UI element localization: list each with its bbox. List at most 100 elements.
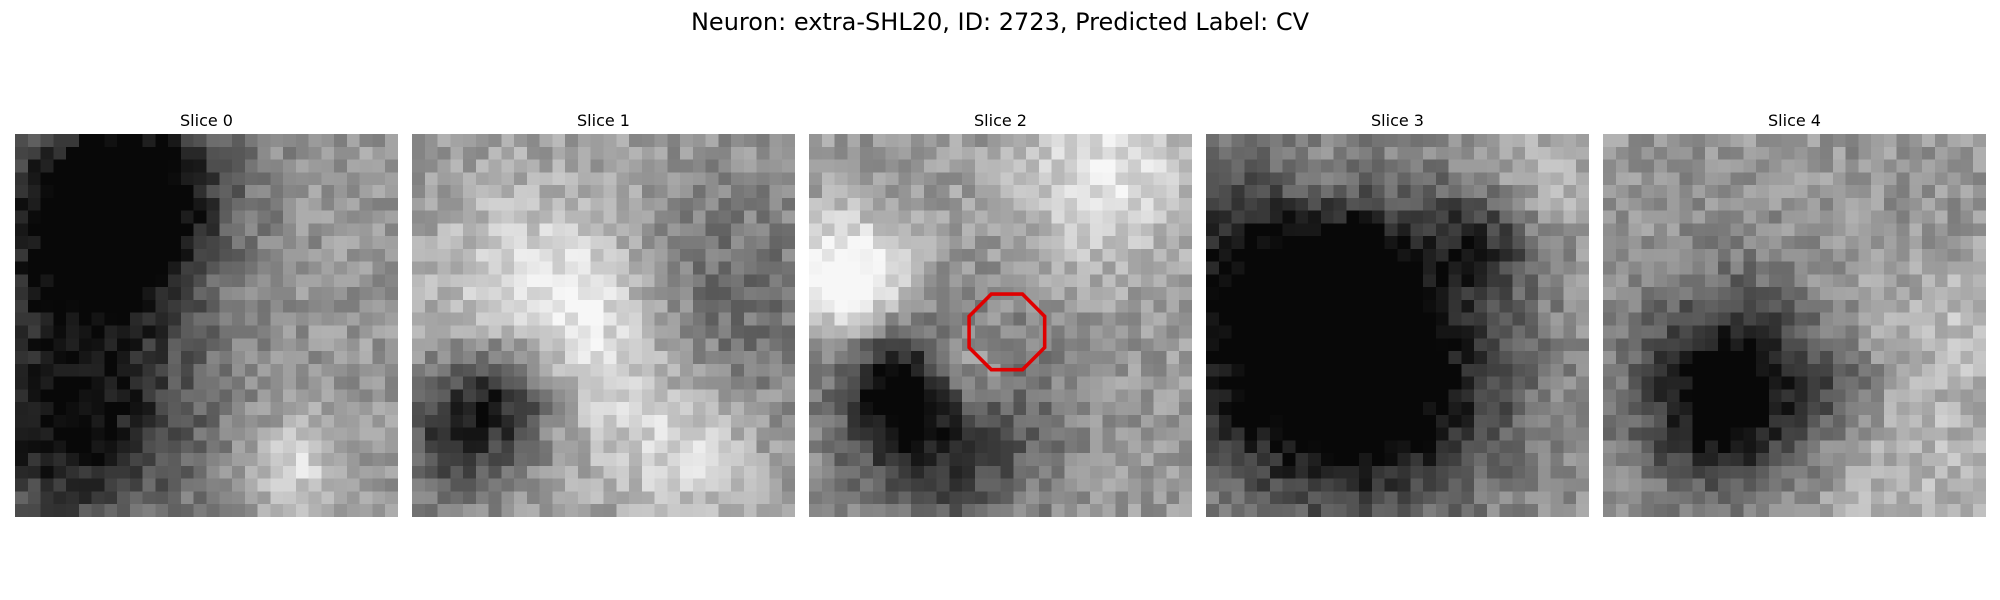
pixel	[705, 478, 719, 492]
pixel	[321, 159, 335, 173]
pixel	[244, 248, 258, 262]
pixel	[1359, 338, 1373, 352]
pixel	[1474, 159, 1488, 173]
pixel	[321, 414, 335, 428]
pixel	[424, 414, 438, 428]
pixel	[821, 427, 835, 441]
pixel	[1128, 465, 1142, 479]
pixel	[321, 363, 335, 377]
pixel	[1038, 491, 1052, 505]
pixel	[603, 236, 617, 250]
pixel	[1947, 504, 1961, 517]
pixel	[1807, 223, 1821, 237]
pixel	[1603, 351, 1617, 365]
pixel	[1934, 338, 1948, 352]
pixel	[1486, 299, 1500, 313]
pixel	[898, 159, 912, 173]
pixel	[1089, 363, 1103, 377]
pixel	[1858, 427, 1872, 441]
pixel	[1947, 491, 1961, 505]
pixel	[1781, 274, 1795, 288]
pixel	[308, 338, 322, 352]
pixel	[987, 504, 1001, 517]
pixel	[117, 223, 131, 237]
pixel	[1654, 274, 1668, 288]
pixel	[809, 210, 823, 224]
pixel	[1397, 287, 1411, 301]
pixel	[1448, 427, 1462, 441]
pixel	[821, 287, 835, 301]
pixel	[1257, 351, 1271, 365]
pixel	[769, 287, 783, 301]
pixel	[27, 414, 41, 428]
pixel	[1781, 146, 1795, 160]
pixel	[1743, 236, 1757, 250]
pixel	[1244, 287, 1258, 301]
pixel	[1295, 325, 1309, 339]
pixel	[1435, 491, 1449, 505]
pixel	[129, 134, 143, 148]
pixel	[1896, 134, 1910, 148]
pixel	[1858, 504, 1872, 517]
pixel	[244, 172, 258, 186]
pixel	[488, 491, 502, 505]
pixel	[168, 210, 182, 224]
pixel	[1909, 376, 1923, 390]
pixel	[923, 134, 937, 148]
pixel	[641, 236, 655, 250]
pixel	[53, 453, 67, 467]
pixel	[129, 248, 143, 262]
pixel	[1410, 325, 1424, 339]
pixel	[1115, 478, 1129, 492]
pixel	[1244, 440, 1258, 454]
pixel	[539, 402, 553, 416]
pixel	[450, 338, 464, 352]
pixel	[1730, 274, 1744, 288]
pixel	[1679, 134, 1693, 148]
pixel	[1371, 402, 1385, 416]
pixel	[1832, 274, 1846, 288]
pixel	[1563, 363, 1577, 377]
pixel	[1013, 325, 1027, 339]
pixel	[603, 299, 617, 313]
pixel	[603, 389, 617, 403]
pixel	[1922, 146, 1936, 160]
pixel	[1922, 465, 1936, 479]
pixel	[1359, 402, 1373, 416]
pixel	[321, 299, 335, 313]
pixel	[1615, 210, 1629, 224]
pixel	[1295, 236, 1309, 250]
pixel	[1038, 159, 1052, 173]
pixel	[834, 223, 848, 237]
pixel	[705, 172, 719, 186]
pixel	[1474, 223, 1488, 237]
pixel	[923, 491, 937, 505]
pixel	[552, 223, 566, 237]
pixel	[718, 440, 732, 454]
pixel	[936, 389, 950, 403]
pixel	[718, 223, 732, 237]
pixel	[1244, 325, 1258, 339]
pixel	[731, 236, 745, 250]
pixel	[514, 440, 528, 454]
pixel	[424, 351, 438, 365]
pixel	[142, 299, 156, 313]
pixel	[1333, 491, 1347, 505]
pixel	[1179, 287, 1192, 301]
pixel	[1153, 172, 1167, 186]
pixel	[1654, 248, 1668, 262]
pixel	[1179, 197, 1192, 211]
pixel	[385, 376, 398, 390]
pixel	[911, 197, 925, 211]
pixel	[1077, 325, 1091, 339]
pixel	[692, 351, 706, 365]
pixel	[1845, 159, 1859, 173]
pixel	[590, 414, 604, 428]
pixel	[743, 363, 757, 377]
pixel	[257, 134, 271, 148]
pixel	[1026, 491, 1040, 505]
pixel	[104, 325, 118, 339]
pixel	[219, 146, 233, 160]
pixel	[1384, 338, 1398, 352]
pixel	[1486, 363, 1500, 377]
